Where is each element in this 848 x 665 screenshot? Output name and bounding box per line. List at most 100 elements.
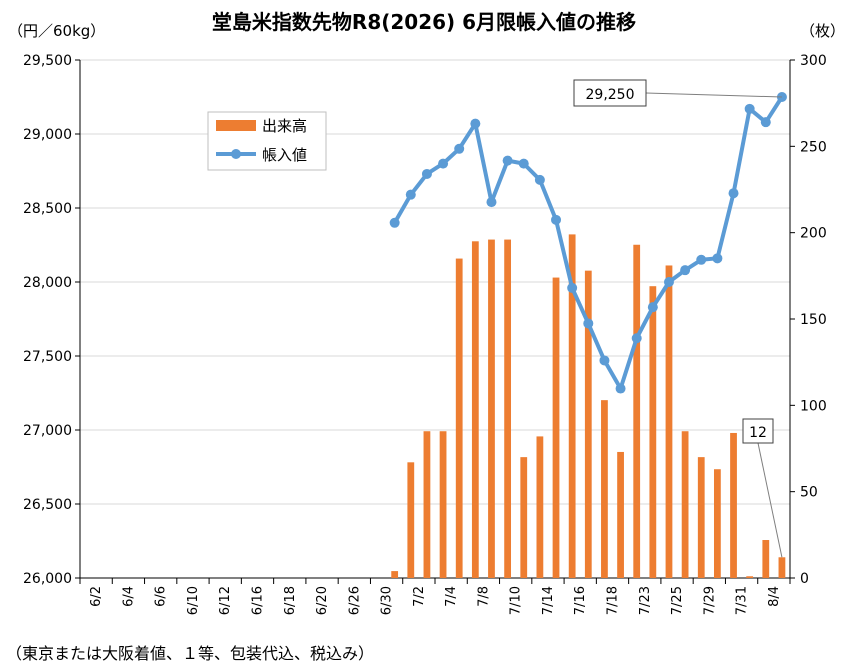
settlement-price-point (744, 103, 755, 114)
settlement-price-point (518, 158, 529, 169)
volume-bar (488, 239, 495, 578)
volume-bar (697, 457, 705, 578)
right-axis-tick-label: 150 (800, 312, 827, 328)
x-axis-tick-label: 6/10 (186, 586, 201, 615)
legend-label-price: 帳入値 (262, 146, 307, 164)
left-axis-tick-label: 28,500 (23, 201, 72, 217)
volume-bar (439, 431, 447, 578)
right-axis-tick-label: 100 (800, 398, 827, 414)
settlement-price-point (405, 189, 416, 200)
left-axis-tick-label: 29,000 (23, 127, 72, 143)
x-axis-tick-label: 7/18 (606, 586, 621, 615)
right-axis-unit: （枚） (800, 22, 846, 40)
right-axis-tick-label: 50 (800, 485, 818, 501)
volume-bar (407, 462, 415, 578)
annotation-leader (757, 442, 783, 558)
settlement-price-point (615, 383, 626, 394)
footnote: （東京または大阪着値、１等、包装代込、税込み） (6, 644, 375, 663)
settlement-price-point (647, 302, 658, 313)
settlement-price-point (663, 277, 674, 287)
x-axis-tick-label: 7/31 (735, 586, 750, 615)
settlement-price-point (502, 155, 513, 166)
legend-label-volume: 出来高 (262, 117, 307, 135)
x-axis-tick-label: 6/4 (121, 586, 136, 607)
volume-bar (536, 436, 544, 578)
volume-bar (520, 457, 528, 578)
volume-bar (746, 576, 754, 578)
x-axis-tick-label: 7/4 (444, 586, 459, 607)
x-axis-tick-label: 6/20 (315, 586, 330, 615)
volume-bar (391, 571, 399, 578)
settlement-price-point (567, 282, 578, 293)
annotation-box (742, 418, 774, 444)
settlement-price-point (551, 214, 562, 225)
settlement-price-point (728, 188, 739, 199)
volume-bar (681, 431, 689, 578)
left-axis-unit: （円／60kg） (8, 22, 106, 40)
x-axis-tick-label: 6/16 (251, 586, 266, 615)
volume-bar (423, 431, 431, 578)
x-axis-tick-label: 6/12 (218, 586, 233, 615)
volume-bar (455, 258, 463, 578)
x-axis-tick-label: 8/4 (767, 586, 782, 607)
volume-bar (471, 241, 479, 579)
volume-bar (778, 557, 786, 578)
x-axis-tick-label: 7/2 (412, 586, 427, 607)
x-axis-tick-label: 7/10 (509, 586, 524, 615)
volume-bar (601, 400, 608, 578)
left-axis-tick-label: 26,000 (23, 571, 72, 587)
volume-bar (762, 540, 770, 578)
volume-bar (649, 286, 657, 578)
settlement-price-point (680, 265, 691, 276)
settlement-price-point (712, 253, 723, 264)
volume-bar (713, 469, 721, 578)
settlement-price-point (631, 333, 642, 344)
chart-title: 堂島米指数先物R8(2026) 6月限帳入値の推移 (211, 10, 637, 34)
settlement-price-point (583, 318, 594, 329)
legend-swatch-volume (216, 120, 256, 131)
settlement-price-point (470, 118, 481, 129)
volume-bar (665, 265, 673, 578)
x-axis-tick-label: 7/14 (541, 586, 556, 615)
left-axis-tick-label: 28,000 (23, 275, 72, 291)
right-axis-tick-label: 0 (800, 571, 809, 587)
annotation-leader (645, 92, 782, 98)
x-axis-tick-label: 7/23 (638, 586, 653, 615)
left-axis-tick-label: 27,000 (23, 423, 72, 439)
left-axis-tick-label: 29,500 (23, 53, 72, 69)
settlement-price-point (454, 143, 465, 154)
x-axis-tick-label: 7/16 (573, 586, 588, 615)
volume-bar (568, 234, 576, 579)
settlement-price-point (599, 355, 610, 366)
volume-bar (504, 239, 512, 578)
x-axis-tick-label: 6/26 (347, 586, 362, 615)
settlement-price-point (534, 174, 545, 185)
x-axis-tick-label: 7/8 (476, 586, 491, 607)
annotation-last-price: 29,250 (586, 87, 635, 103)
volume-bar (617, 451, 624, 578)
x-axis-tick-label: 7/25 (670, 586, 685, 615)
settlement-price-point (696, 254, 707, 265)
settlement-price-point (438, 158, 449, 169)
x-axis-tick-label: 7/29 (702, 586, 717, 615)
left-axis-tick-label: 27,500 (23, 349, 72, 365)
settlement-price-point (421, 168, 432, 179)
x-axis-tick-label: 6/6 (154, 586, 169, 607)
x-axis-tick-label: 6/2 (89, 586, 104, 607)
legend-swatch-price-marker (231, 149, 241, 159)
right-axis-tick-label: 200 (800, 226, 827, 242)
annotation-box (573, 79, 647, 107)
volume-bar (730, 432, 737, 578)
settlement-price-point (760, 117, 771, 128)
volume-bar (584, 270, 592, 578)
settlement-price-point (486, 197, 497, 208)
volume-bar (633, 244, 641, 578)
left-axis-tick-label: 26,500 (23, 497, 72, 513)
volume-bar (552, 277, 560, 578)
settlement-price-point (389, 217, 400, 228)
right-axis-tick-label: 250 (800, 139, 827, 155)
annotation-last-volume: 12 (749, 425, 767, 441)
x-axis-tick-label: 6/30 (380, 586, 395, 615)
right-axis-tick-label: 300 (800, 53, 827, 69)
